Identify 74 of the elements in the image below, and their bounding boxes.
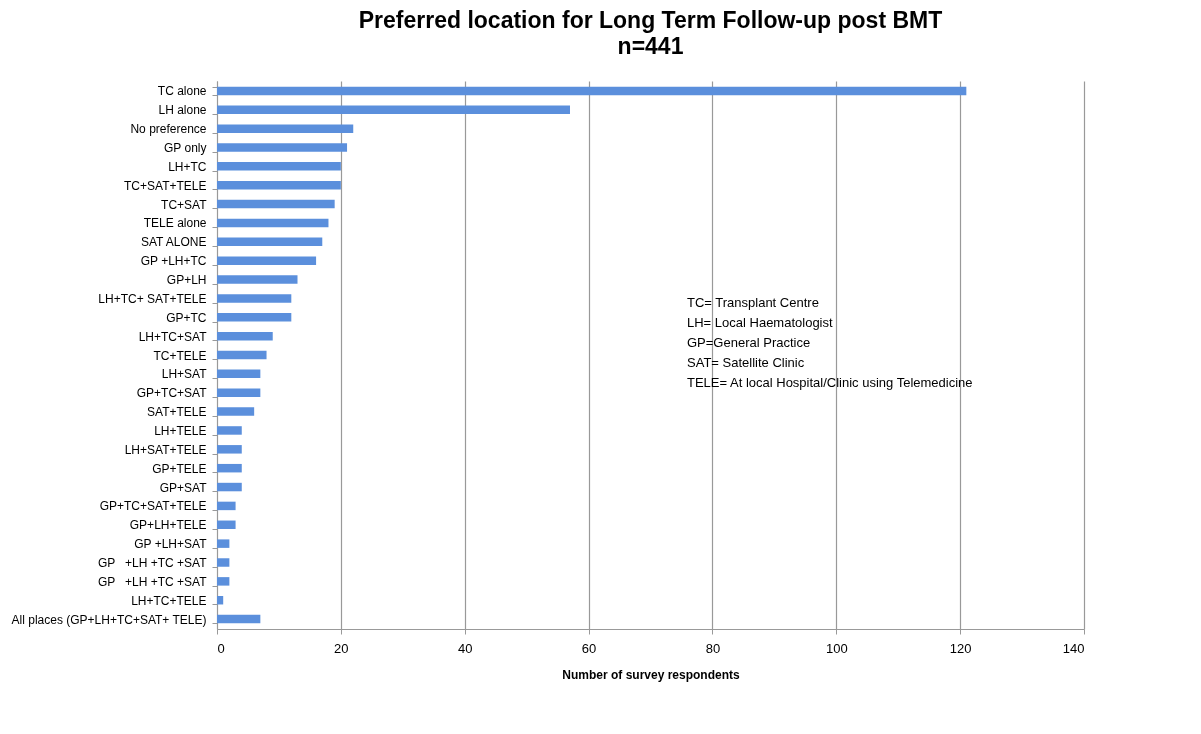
bar [217,162,341,171]
y-tick-label: GP+TC+SAT+TELE [99,499,207,514]
y-tick-label: LH+TC+TELE [131,593,207,608]
y-tick-label: LH+TC+ SAT+TELE [98,291,207,306]
annotation: GP=General Practice [687,335,811,350]
bar [217,407,255,416]
annotation: TELE= At local Hospital/Clinic using Telemedicine [687,375,973,390]
y-tick-label: GP only [164,141,207,155]
y-tick-label: GP +LH+TC [140,254,207,269]
bar [217,294,292,303]
bar [217,275,298,284]
y-tick-label: GP +LH +TC +SAT [97,556,208,570]
bar [217,124,354,133]
y-tick-label: TC+SAT+TELE [124,178,207,193]
y-tick-label: GP+LH [166,273,207,288]
y-tick-label: LH+TELE [154,423,207,438]
bar [217,558,230,567]
y-tick-label: LH+TC [168,159,207,174]
bar [217,463,242,473]
bar [217,501,236,511]
bar [217,105,570,115]
x-tick-label: 40 [457,640,473,656]
x-tick-label: 120 [949,640,972,656]
bar [217,482,242,492]
y-tick-label: GP+TC+SAT [136,386,208,401]
bar [217,350,267,360]
y-tick-label: LH alone [158,103,207,118]
y-tick-label: GP+TC [166,310,207,325]
bar [217,237,323,247]
x-tick-label: 80 [705,640,721,656]
y-tick-label: TELE alone [143,216,207,231]
y-tick-label: GP+SAT [159,480,208,495]
bar [217,388,261,397]
y-tick-label: All places (GP+LH+TC+SAT+ TELE) [11,612,207,627]
x-axis-title: Number of survey respondents [562,667,741,682]
bar [217,86,967,96]
bar [217,369,261,379]
y-tick-label: SAT ALONE [140,235,207,250]
bar [217,180,341,190]
x-tick-label: 140 [1062,640,1085,656]
bar [217,520,236,530]
annotation: LH= Local Haematologist [687,315,833,330]
annotation: SAT= Satellite Clinic [687,355,805,370]
y-tick-label: No preference [130,122,207,137]
y-tick-label: GP+TELE [152,461,207,476]
bar [217,577,230,586]
y-tick-label: SAT+TELE [147,405,207,420]
y-tick-label: LH+TC+SAT [138,329,208,344]
y-tick-label: GP +LH +TC +SAT [97,574,208,589]
chart-title: Preferred location for Long Term Follow-up post BMT [358,7,943,33]
x-tick-label: 100 [825,640,848,656]
x-tick-label: 0 [217,640,225,656]
chart-subtitle: n=441 [617,33,684,59]
bar [217,143,348,152]
bar [217,218,329,228]
bar [217,426,242,435]
x-tick-label: 60 [581,640,597,656]
y-tick-label: TC alone [157,84,207,99]
bar [217,313,292,322]
bar [217,331,273,341]
bar [217,614,261,624]
bar [217,539,230,548]
annotation: TC= Transplant Centre [687,295,819,310]
bar [217,256,317,265]
y-tick-label: TC+TELE [153,348,207,363]
y-tick-label: GP +LH+SAT [134,537,208,552]
y-tick-label: TC+SAT [161,197,208,212]
bar [217,445,242,454]
y-tick-label: LH+SAT [161,367,208,382]
y-tick-label: GP+LH+TELE [129,518,207,533]
y-tick-label: LH+SAT+TELE [124,442,207,457]
x-tick-label: 20 [334,640,349,656]
bar [217,199,335,209]
bar [217,595,224,605]
